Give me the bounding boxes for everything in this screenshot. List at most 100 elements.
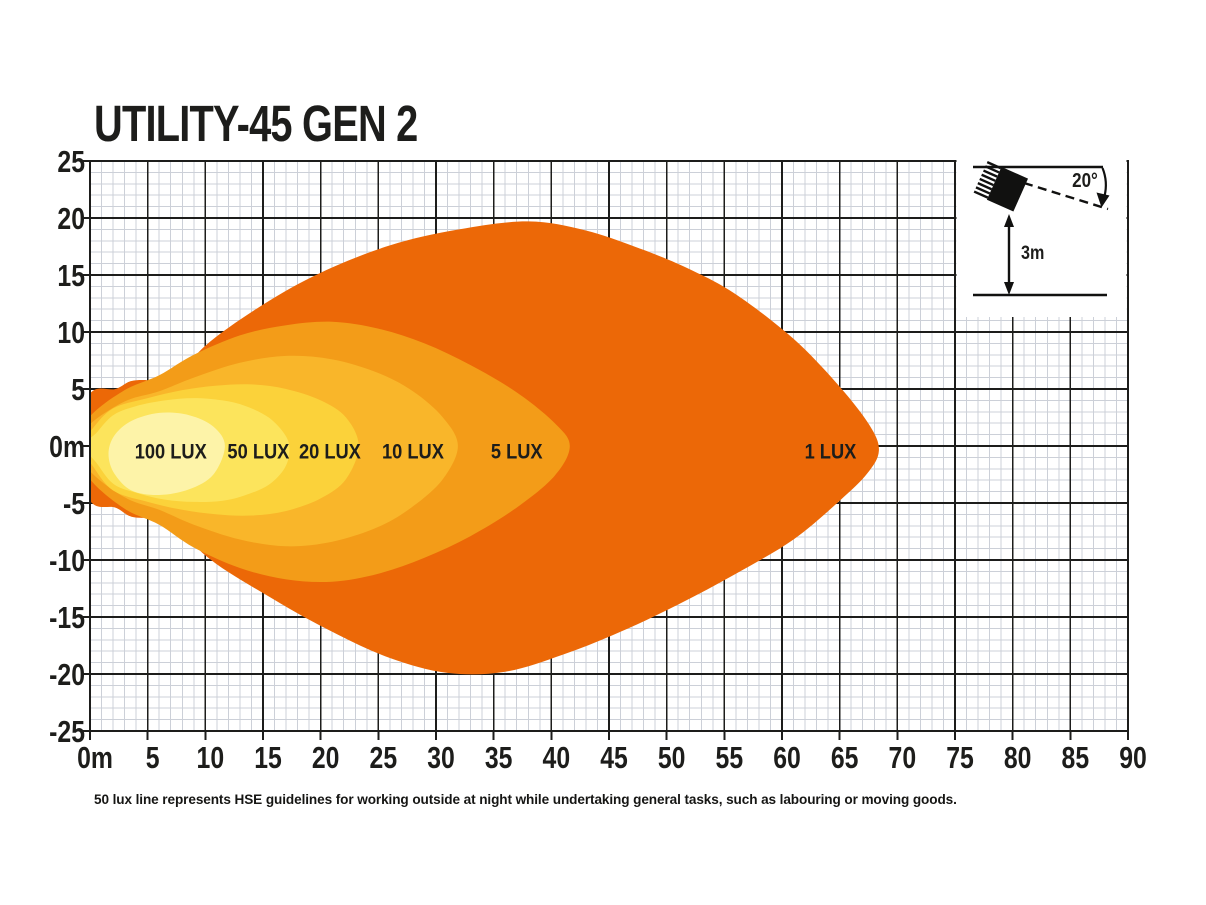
x-tick-label-text: 20 [312,740,340,774]
y-tick-label: 25 [57,145,85,179]
x-tick-label: 55 [716,740,744,774]
y-tick-label: -20 [49,658,85,692]
height-arrowhead-bottom [1004,282,1014,295]
lamp-fin [979,177,994,187]
y-tick-label: 20 [57,202,85,236]
x-axis-labels: 0m 5 10 15 20 25 30 35 40 45 50 55 60 65 70 75 80 85 90 [77,740,1147,774]
x-tick-label-text: 50 [658,740,686,774]
x-tick-label: 90 [1119,740,1147,774]
x-tick-label-text: 65 [831,740,859,774]
x-tick-label: 25 [370,740,398,774]
angle-arrowhead [1096,192,1110,208]
y-tick-label: -25 [49,715,85,749]
y-tick-label-text: -20 [49,658,85,692]
y-tick-label: 5 [71,373,85,407]
lux-label-20: 20 LUX [299,440,362,464]
angle-label: 20° [1072,169,1098,192]
x-tick-label: 20 [312,740,340,774]
axis-ticks [82,160,1129,740]
x-tick-label-text: 40 [543,740,571,774]
lamp-fin [977,182,993,191]
x-tick-label: 30 [427,740,455,774]
y-tick-label-text: 5 [71,373,85,407]
work-lamp-icon [973,161,1029,212]
lux-label-100: 100 LUX [135,440,208,464]
inset-background [956,159,1127,317]
y-tick-label-text: -5 [63,487,85,521]
x-tick-label-text: 35 [485,740,513,774]
x-tick-label-text: 15 [254,740,282,774]
x-tick-label-text: 55 [716,740,744,774]
y-tick-label-text: 10 [57,316,85,350]
y-tick-label: -5 [63,487,85,521]
x-tick-label: 70 [889,740,917,774]
y-tick-label: 0m [49,430,85,464]
beam-contours [90,221,879,675]
x-tick-label-text: 45 [600,740,628,774]
height-arrowhead-top [1004,214,1014,227]
x-tick-label-text: 90 [1119,740,1147,774]
lux-label-1: 1 LUX [805,440,857,464]
x-tick-label-text: 75 [946,740,974,774]
x-tick-label: 65 [831,740,859,774]
x-tick-label: 40 [543,740,571,774]
lamp-fin [982,169,998,178]
lux-label-50-text: 50 LUX [227,440,290,464]
y-axis-labels: 25 20 15 10 5 0m -5 -10 -15 -20 -25 [49,145,85,749]
lamp-fin [981,173,996,182]
lamp-body [986,166,1029,212]
y-tick-label-text: 15 [57,259,85,293]
y-tick-label: 10 [57,316,85,350]
y-tick-label-text: -10 [49,544,85,578]
y-tick-label: -10 [49,544,85,578]
lux-label-5-text: 5 LUX [491,440,543,464]
lux-label-10: 10 LUX [382,440,445,464]
lux-label-10-text: 10 LUX [382,440,445,464]
lux-label-50: 50 LUX [227,440,290,464]
x-tick-label: 50 [658,740,686,774]
hse-footnote: 50 lux line represents HSE guidelines fo… [94,792,957,807]
x-tick-label-text: 10 [197,740,225,774]
x-tick-label: 85 [1062,740,1090,774]
x-tick-label: 75 [946,740,974,774]
x-tick-label-text: 70 [889,740,917,774]
x-tick-label-text: 85 [1062,740,1090,774]
lamp-fin [973,190,989,199]
x-tick-label-text: 30 [427,740,455,774]
mounting-inset: 20° 3m [956,159,1127,317]
angle-label-text: 20° [1072,169,1098,192]
x-tick-label: 15 [254,740,282,774]
lux-label-20-text: 20 LUX [299,440,362,464]
y-tick-label-text: 0m [49,430,85,464]
lux-labels: 1 LUX 5 LUX 10 LUX 20 LUX 50 LUX 100 LUX [135,440,857,464]
x-tick-label-text: 5 [146,740,160,774]
x-tick-label: 80 [1004,740,1032,774]
x-tick-label-text: 25 [370,740,398,774]
lamp-fin [984,165,1000,174]
y-tick-label-text: 20 [57,202,85,236]
x-tick-label: 0m [77,740,113,774]
height-label: 3m [1021,242,1044,264]
x-tick-label: 35 [485,740,513,774]
lamp-fin [986,161,1002,170]
lux-label-5: 5 LUX [491,440,543,464]
y-tick-label-text: 25 [57,145,85,179]
lux-label-100-text: 100 LUX [135,440,208,464]
y-tick-label-text: -15 [49,601,85,635]
x-tick-label: 10 [197,740,225,774]
height-label-text: 3m [1021,242,1044,264]
x-tick-label: 5 [146,740,160,774]
page-title: UTILITY-45 GEN 2 [94,95,418,152]
contour-100-lux [108,412,225,496]
y-tick-label: -15 [49,601,85,635]
x-tick-label: 60 [773,740,801,774]
y-tick-label-text: -25 [49,715,85,749]
x-tick-label-text: 60 [773,740,801,774]
lamp-fin [975,186,991,195]
x-tick-label-text: 80 [1004,740,1032,774]
angle-arrow [1101,167,1107,197]
lux-label-1-text: 1 LUX [805,440,857,464]
y-tick-label: 15 [57,259,85,293]
